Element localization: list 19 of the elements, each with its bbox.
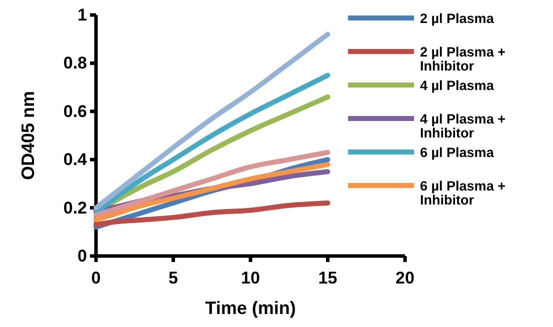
legend-label: 4 µl Plasma + Inhibitor bbox=[420, 112, 506, 141]
x-tick-label: 20 bbox=[396, 268, 414, 288]
x-axis-title: Time (min) bbox=[205, 298, 296, 318]
y-tick-label: 0.4 bbox=[63, 150, 88, 170]
y-tick-label: 1 bbox=[78, 5, 87, 24]
legend-label: 2 µl Plasma bbox=[420, 11, 494, 26]
y-tick-label: 0.2 bbox=[63, 198, 87, 218]
y-tick-label: 0.8 bbox=[63, 54, 87, 73]
x-tick-label: 10 bbox=[241, 268, 260, 288]
legend-label: 6 µl Plasma bbox=[420, 145, 494, 160]
y-axis-title: OD405 nm bbox=[18, 90, 38, 180]
y-tick-label: 0.6 bbox=[63, 102, 87, 121]
x-tick-label: 15 bbox=[318, 268, 338, 288]
y-tick-label: 0 bbox=[78, 246, 87, 266]
x-tick-label: 0 bbox=[91, 268, 101, 288]
legend-label: 2 µl Plasma + Inhibitor bbox=[420, 44, 506, 74]
x-tick-label: 5 bbox=[168, 268, 178, 288]
legend-label: 6 µl Plasma + Inhibitor bbox=[420, 178, 506, 208]
legend-label: 4 µl Plasma bbox=[420, 78, 494, 93]
